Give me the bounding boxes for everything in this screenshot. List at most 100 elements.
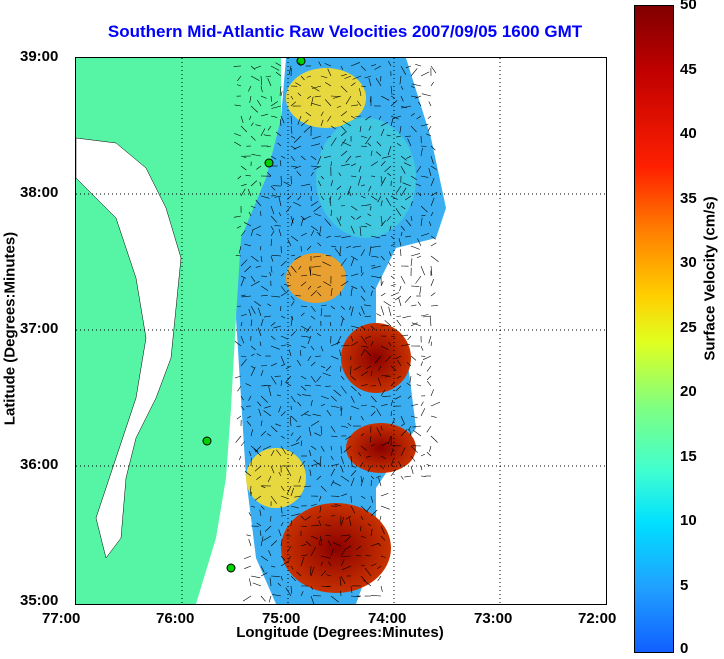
velocity-arrow [255,265,262,268]
velocity-arrow [250,575,261,579]
velocity-arrow [320,445,325,452]
y-tick-5: 35:00 [20,592,59,609]
velocity-arrow [285,375,292,382]
velocity-arrow [396,135,402,138]
velocity-arrow [430,177,435,187]
velocity-arrow [274,195,282,198]
velocity-arrow [367,465,372,473]
velocity-arrow [280,315,286,319]
velocity-arrow [310,165,320,168]
velocity-arrow [350,385,357,392]
velocity-arrow [430,305,438,307]
velocity-arrow [350,255,358,261]
velocity-arrow [250,65,256,70]
velocity-arrow [294,165,302,169]
velocity-arrow [316,333,322,337]
velocity-arrow [297,195,302,201]
velocity-arrow [427,115,432,119]
velocity-arrow [382,395,392,397]
velocity-arrow [350,470,357,477]
velocity-arrow [330,341,341,347]
velocity-arrow [390,448,394,457]
velocity-arrow [360,135,367,139]
velocity-arrow [412,425,422,428]
velocity-arrow [329,321,332,327]
velocity-arrow [405,135,412,137]
velocity-arrow [310,305,316,312]
velocity-arrow [330,468,336,477]
velocity-arrow [240,275,246,279]
velocity-arrow [364,315,372,318]
velocity-arrow [340,559,345,567]
velocity-arrow [367,213,372,217]
velocity-arrow [322,372,332,377]
velocity-arrow [275,423,282,427]
velocity-arrow [417,301,422,307]
velocity-arrow [300,335,310,338]
velocity-arrow [380,75,382,82]
velocity-arrow [410,245,420,250]
velocity-arrow [370,341,374,347]
velocity-arrow [350,62,361,67]
velocity-arrow [353,365,362,371]
velocity-arrow [430,292,436,297]
velocity-arrow [410,355,417,361]
velocity-arrow [349,305,352,311]
velocity-arrow [420,361,423,367]
velocity-arrow [300,119,309,127]
velocity-arrow [390,117,394,127]
velocity-arrow [390,418,395,427]
velocity-arrow [293,135,302,143]
velocity-arrow [380,403,388,407]
velocity-arrow [380,425,383,431]
velocity-arrow [357,392,362,397]
velocity-arrow [297,92,302,97]
velocity-arrow [370,255,379,258]
velocity-arrow [420,147,423,157]
velocity-arrow [390,365,397,371]
velocity-arrow [240,259,248,267]
velocity-arrow [285,587,292,597]
velocity-arrow [252,582,262,587]
velocity-arrow [415,64,422,67]
velocity-arrow [290,565,294,570]
velocity-arrow [256,475,262,481]
velocity-arrow [280,272,285,277]
velocity-arrow [386,215,392,222]
velocity-arrow [410,403,418,407]
velocity-arrow [310,225,318,232]
velocity-arrow [240,183,247,187]
velocity-arrow [310,201,319,207]
station-marker [296,58,306,66]
velocity-arrow [302,394,312,397]
velocity-arrow [360,285,366,293]
velocity-arrow [302,215,312,221]
velocity-arrow [269,271,272,277]
velocity-arrow [360,272,364,277]
velocity-arrow [380,122,388,127]
velocity-arrow [240,188,246,197]
velocity-arrow [360,384,368,387]
velocity-arrow [250,122,254,127]
velocity-arrow [334,248,342,257]
velocity-arrow [280,515,286,517]
velocity-arrow [394,295,402,301]
velocity-arrow [243,222,252,227]
velocity-arrow [350,82,356,87]
velocity-arrow [396,315,402,317]
velocity-arrow [310,315,316,320]
velocity-arrow [250,505,255,508]
velocity-arrow [300,385,307,391]
velocity-arrow [240,359,247,367]
velocity-arrow [370,495,374,503]
velocity-arrow [340,548,347,557]
velocity-arrow [370,563,377,567]
velocity-arrow [427,125,432,132]
velocity-arrow [430,165,437,170]
velocity-arrow [280,364,285,367]
velocity-arrow [300,325,309,331]
velocity-arrow [320,403,326,407]
velocity-arrow [290,215,294,224]
velocity-arrow [400,334,409,337]
velocity-arrow [380,455,387,460]
